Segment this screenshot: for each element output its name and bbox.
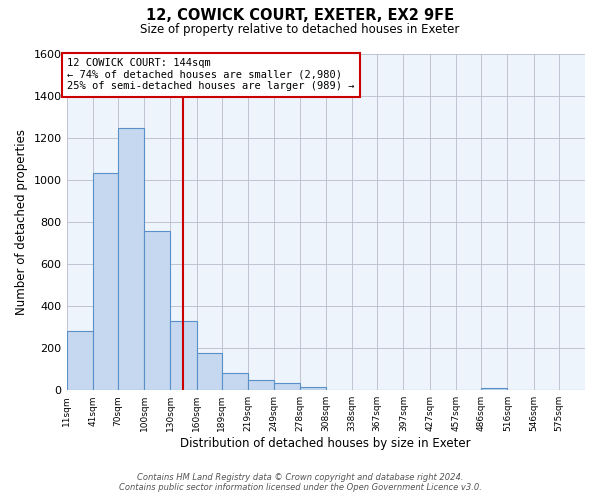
Bar bbox=[67, 332, 93, 390]
X-axis label: Distribution of detached houses by size in Exeter: Distribution of detached houses by size … bbox=[181, 437, 471, 450]
Bar bbox=[144, 230, 170, 390]
Bar bbox=[222, 374, 248, 390]
Bar bbox=[274, 383, 299, 390]
Bar bbox=[481, 388, 508, 390]
Bar bbox=[299, 387, 326, 390]
Text: Contains HM Land Registry data © Crown copyright and database right 2024.
Contai: Contains HM Land Registry data © Crown c… bbox=[119, 473, 481, 492]
Text: 12 COWICK COURT: 144sqm
← 74% of detached houses are smaller (2,980)
25% of semi: 12 COWICK COURT: 144sqm ← 74% of detache… bbox=[67, 58, 355, 92]
Y-axis label: Number of detached properties: Number of detached properties bbox=[15, 129, 28, 315]
Text: 12, COWICK COURT, EXETER, EX2 9FE: 12, COWICK COURT, EXETER, EX2 9FE bbox=[146, 8, 454, 22]
Bar bbox=[248, 380, 274, 390]
Text: Size of property relative to detached houses in Exeter: Size of property relative to detached ho… bbox=[140, 22, 460, 36]
Bar bbox=[170, 321, 197, 390]
Bar bbox=[197, 354, 222, 390]
Bar bbox=[118, 128, 144, 390]
Bar bbox=[93, 172, 118, 390]
